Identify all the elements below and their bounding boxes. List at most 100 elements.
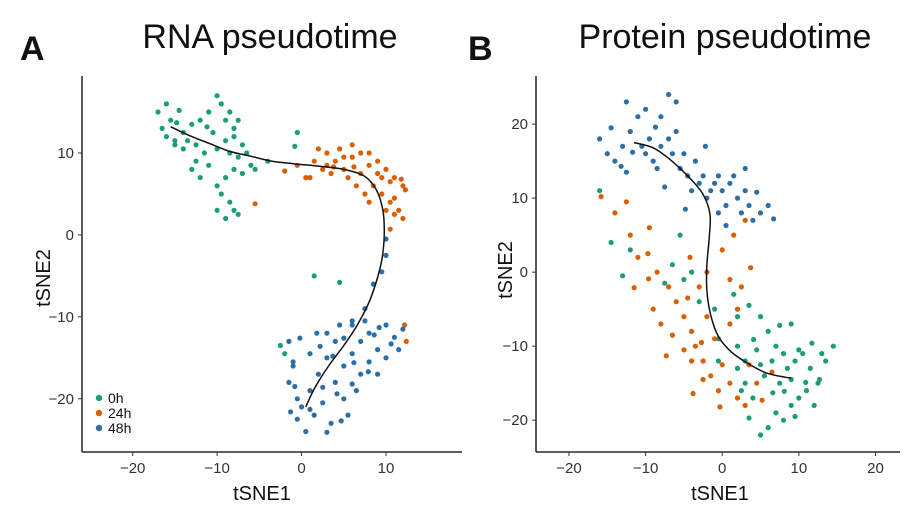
legend-label-48h: 48h xyxy=(108,420,131,436)
point-48h xyxy=(689,188,695,194)
pseudotime-trajectory-a xyxy=(170,126,386,408)
point-0h xyxy=(734,343,741,349)
point-24h xyxy=(673,299,679,305)
point-24h xyxy=(387,226,393,232)
point-48h xyxy=(341,363,347,369)
point-48h xyxy=(324,330,330,336)
point-48h xyxy=(324,429,330,435)
series-48h-a xyxy=(286,236,406,435)
ylabel-a: tSNE2 xyxy=(33,249,55,307)
point-0h xyxy=(784,365,791,371)
point-0h xyxy=(803,388,810,394)
point-24h xyxy=(375,158,381,164)
point-0h xyxy=(185,138,191,144)
point-48h xyxy=(358,371,364,377)
x-tick-label-a: −10 xyxy=(204,460,229,477)
point-24h xyxy=(731,232,737,238)
point-48h xyxy=(723,222,729,229)
point-0h xyxy=(715,358,722,364)
point-48h xyxy=(314,330,320,336)
point-24h xyxy=(696,284,702,290)
plot-a: −20 −10 0 10 −20 −10 0 10 xyxy=(49,76,462,477)
xlabel-a: tSNE1 xyxy=(233,483,291,505)
point-24h xyxy=(402,187,408,193)
point-48h xyxy=(391,334,397,340)
point-48h xyxy=(771,216,777,222)
point-24h xyxy=(391,175,397,181)
point-48h xyxy=(366,330,372,336)
point-0h xyxy=(742,380,748,386)
point-48h xyxy=(365,369,371,375)
point-24h xyxy=(324,150,330,156)
point-48h xyxy=(643,106,649,112)
y-tick-label-b: 10 xyxy=(511,190,528,207)
point-24h xyxy=(690,390,696,397)
legend-label-0h: 0h xyxy=(108,390,124,406)
point-24h xyxy=(627,232,633,238)
point-48h xyxy=(650,158,656,164)
point-48h xyxy=(371,332,377,338)
point-48h xyxy=(328,420,334,426)
point-24h xyxy=(379,191,385,197)
point-48h xyxy=(723,202,729,209)
point-48h xyxy=(388,341,394,347)
point-24h xyxy=(689,358,695,364)
point-0h xyxy=(620,273,626,279)
point-24h xyxy=(366,162,372,168)
point-48h xyxy=(288,409,294,415)
y-tick-label-b: −10 xyxy=(503,338,528,355)
point-0h xyxy=(770,390,776,396)
point-0h xyxy=(174,120,180,126)
point-48h xyxy=(353,388,359,394)
point-24h xyxy=(375,170,381,177)
point-48h xyxy=(658,143,664,149)
point-48h xyxy=(715,210,722,216)
x-tick-label-b: −20 xyxy=(556,460,581,477)
point-48h xyxy=(362,318,368,324)
point-48h xyxy=(349,322,355,328)
point-24h xyxy=(666,284,672,290)
point-0h xyxy=(712,306,718,312)
point-0h xyxy=(227,109,233,115)
point-48h xyxy=(311,412,317,418)
point-0h xyxy=(180,146,186,152)
point-48h xyxy=(366,359,372,365)
point-0h xyxy=(231,207,237,213)
point-0h xyxy=(677,232,683,238)
point-24h xyxy=(681,314,687,320)
point-24h xyxy=(311,158,317,164)
point-24h xyxy=(400,183,406,189)
point-48h xyxy=(383,355,389,361)
point-48h xyxy=(349,351,355,357)
point-24h xyxy=(689,328,695,334)
point-24h xyxy=(742,217,748,223)
point-0h xyxy=(223,215,229,222)
point-48h xyxy=(765,202,771,209)
legend-marker-0h xyxy=(95,394,103,402)
point-24h xyxy=(400,215,406,222)
point-0h xyxy=(231,134,237,140)
point-0h xyxy=(189,121,195,127)
point-24h xyxy=(681,347,687,353)
point-24h xyxy=(387,199,393,205)
point-48h xyxy=(297,335,303,341)
point-24h xyxy=(598,194,604,200)
point-48h xyxy=(307,388,313,394)
point-24h xyxy=(769,369,775,375)
point-48h xyxy=(742,188,748,194)
point-24h xyxy=(734,395,741,401)
point-0h xyxy=(239,142,245,148)
point-0h xyxy=(750,395,756,401)
point-24h xyxy=(315,146,321,152)
point-0h xyxy=(792,413,798,420)
y-tick-label-b: 0 xyxy=(520,264,528,281)
point-24h xyxy=(712,336,718,342)
point-24h xyxy=(307,175,313,181)
point-24h xyxy=(658,321,664,327)
x-tick-label-a: 0 xyxy=(297,460,305,477)
point-48h xyxy=(597,136,603,142)
point-0h xyxy=(223,117,229,123)
point-48h xyxy=(375,347,381,353)
point-0h xyxy=(780,351,787,357)
point-0h xyxy=(159,125,165,131)
